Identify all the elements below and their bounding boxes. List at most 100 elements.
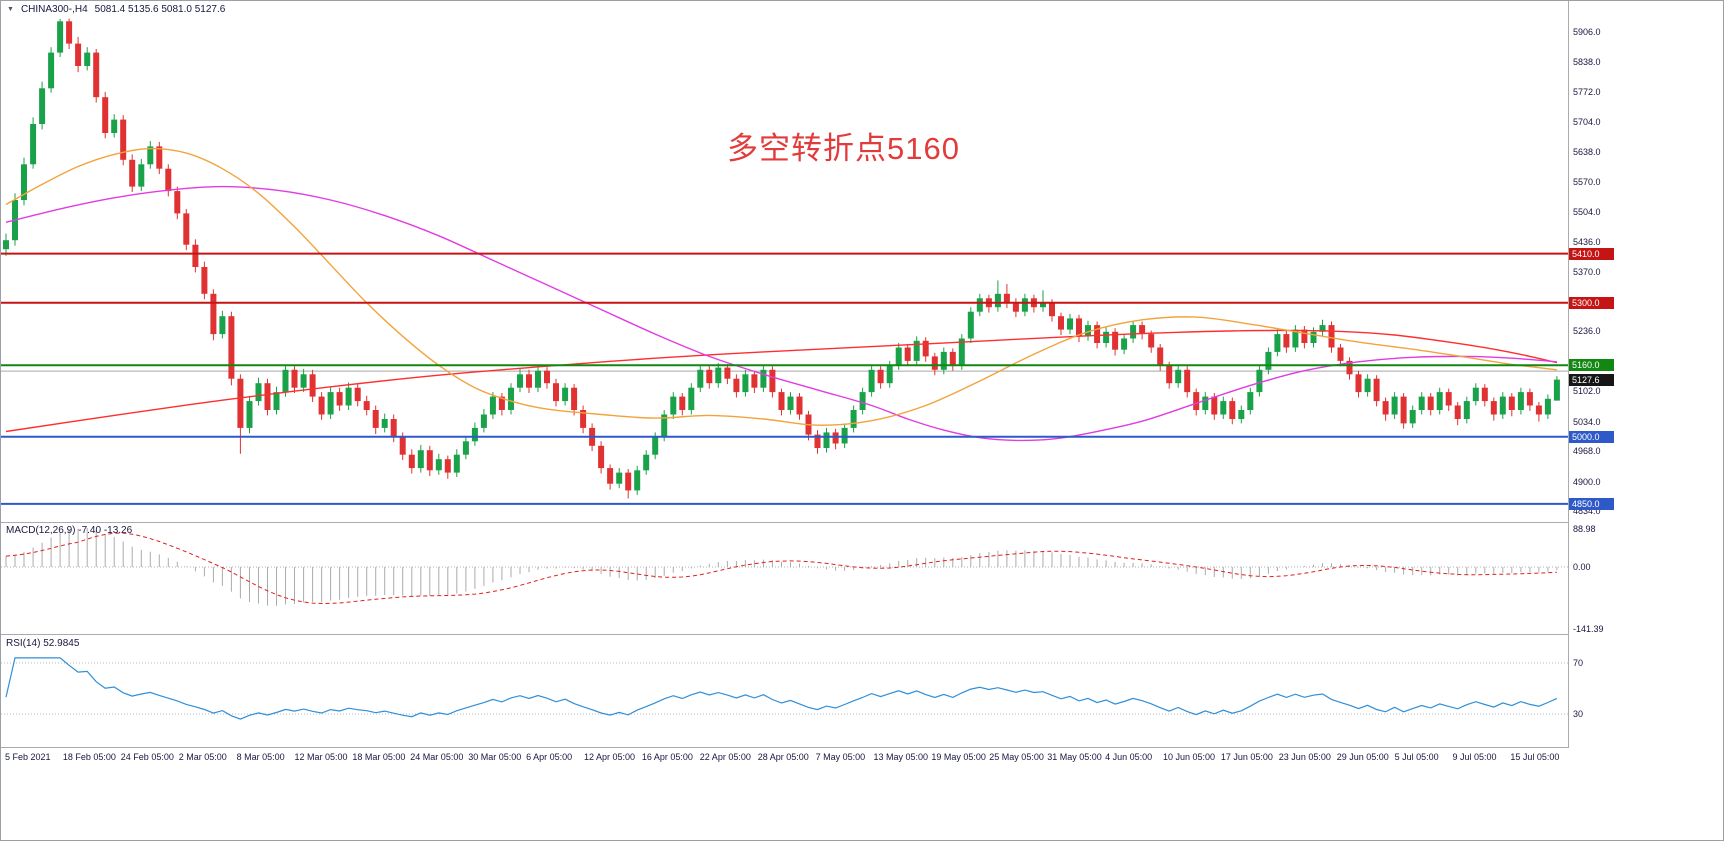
candle-body <box>426 450 433 471</box>
rsi-indicator-label: RSI(14) 52.9845 <box>6 638 80 649</box>
candle-body <box>706 369 713 384</box>
candle-body <box>823 432 830 448</box>
candle-body <box>895 347 902 366</box>
time-axis-label: 5 Feb 2021 <box>5 752 51 762</box>
candle-body <box>1211 396 1218 415</box>
time-axis-label: 7 May 05:00 <box>815 752 866 762</box>
price-level-badge-5160.0: 5160.0 <box>1569 359 1614 372</box>
candle-body <box>1021 298 1028 312</box>
candle-body <box>1346 360 1353 375</box>
candle-body <box>93 52 100 98</box>
time-axis-label: 29 Jun 05:00 <box>1336 752 1389 762</box>
candle-body <box>1121 338 1128 350</box>
candle-body <box>553 383 559 402</box>
candle-body <box>787 396 794 410</box>
candle-body <box>1544 398 1551 415</box>
candle-body <box>300 374 307 388</box>
candle-body <box>237 378 244 428</box>
time-axis-label: 19 May 05:00 <box>931 752 986 762</box>
candle-body <box>3 240 9 250</box>
candle-body <box>201 267 208 294</box>
pane-separator[interactable] <box>1 522 1723 523</box>
symbol-dropdown-icon[interactable]: ▼ <box>7 6 14 13</box>
macd-axis-label: -141.39 <box>1573 624 1604 634</box>
candle-body <box>868 369 875 393</box>
candle-body <box>66 21 73 44</box>
candle-body <box>273 392 280 410</box>
candle-body <box>859 392 866 410</box>
candle-body <box>670 396 677 415</box>
candle-body <box>877 369 884 384</box>
candle-body <box>291 369 298 388</box>
price-axis-tick: 5102.0 <box>1573 386 1601 397</box>
macd-histogram <box>5 528 1558 606</box>
candle-body <box>444 459 451 473</box>
candle-body <box>1319 325 1326 332</box>
price-level-badge-5000.0: 5000.0 <box>1569 430 1614 443</box>
candle-body <box>733 378 740 393</box>
price-axis-tick: 5906.0 <box>1573 27 1601 37</box>
candle-body <box>886 365 893 384</box>
candle-body <box>652 436 659 455</box>
time-axis-label: 24 Mar 05:00 <box>410 752 464 762</box>
candle-body <box>1139 325 1146 335</box>
candle-body <box>1130 325 1137 339</box>
chart-annotation-text: 多空转折点5160 <box>727 131 960 166</box>
candle-body <box>1103 331 1110 343</box>
candle-body <box>192 244 199 267</box>
candle-body <box>1418 396 1425 410</box>
candle-body <box>1337 347 1344 361</box>
candle-body <box>1391 396 1398 415</box>
rsi-chart-surface[interactable] <box>1 635 1568 747</box>
candle-body <box>1382 401 1389 415</box>
price-axis-tick: 5704.0 <box>1573 117 1601 128</box>
candle-body <box>1265 351 1272 370</box>
candle-body <box>345 387 352 406</box>
candle-body <box>318 396 325 415</box>
candle-body <box>760 369 767 388</box>
candle-body <box>661 414 668 437</box>
candle-body <box>643 454 650 471</box>
candle-body <box>508 387 514 410</box>
candle-body <box>1094 325 1101 343</box>
time-axis-label: 18 Feb 05:00 <box>62 752 116 762</box>
candle-body <box>183 213 190 245</box>
candle-body <box>219 316 226 335</box>
macd-chart-surface[interactable] <box>1 522 1568 635</box>
candle-body <box>517 374 523 388</box>
price-level-badge-5127.6: 5127.6 <box>1569 373 1614 386</box>
candle-body <box>1355 374 1362 393</box>
rsi-axis-label: 30 <box>1573 709 1584 719</box>
candle-body <box>769 369 776 393</box>
time-axis-label: 6 Apr 05:00 <box>526 752 573 762</box>
time-axis-label: 24 Feb 05:00 <box>120 752 174 762</box>
macd-axis-label: 0.00 <box>1573 562 1591 572</box>
candle-body <box>228 316 235 379</box>
chart-header: ▼ CHINA300-,H4 5081.4 5135.6 5081.0 5127… <box>7 4 225 15</box>
candle-body <box>1202 396 1209 410</box>
candle-body <box>1058 316 1064 330</box>
candle-body <box>679 396 686 410</box>
candle-body <box>580 410 587 428</box>
candle-body <box>634 470 641 491</box>
time-axis-label: 12 Apr 05:00 <box>584 752 636 762</box>
candle-body <box>1454 405 1461 419</box>
time-axis-label: 25 May 05:00 <box>989 752 1044 762</box>
main-chart-surface[interactable] <box>1 1 1568 522</box>
price-axis-tick: 5236.0 <box>1573 326 1601 337</box>
candle-body <box>1049 302 1055 317</box>
candle-body <box>616 472 623 484</box>
time-axis-label: 30 Mar 05:00 <box>468 752 522 762</box>
time-axis-label: 23 Jun 05:00 <box>1278 752 1331 762</box>
candle-body <box>1067 318 1073 330</box>
time-axis-label: 31 May 05:00 <box>1047 752 1102 762</box>
candle-body <box>48 52 55 89</box>
pane-separator[interactable] <box>1 634 1723 635</box>
time-axis-label: 16 Apr 05:00 <box>641 752 693 762</box>
price-axis: 5906.0 5838.0 5772.0 5704.0 5638.0 5570.0 5504… <box>1568 1 1723 748</box>
candle-body <box>949 351 956 366</box>
ma-fast-orange-line <box>5 147 1557 426</box>
candle-body <box>1517 392 1524 410</box>
candle-body <box>471 427 478 442</box>
